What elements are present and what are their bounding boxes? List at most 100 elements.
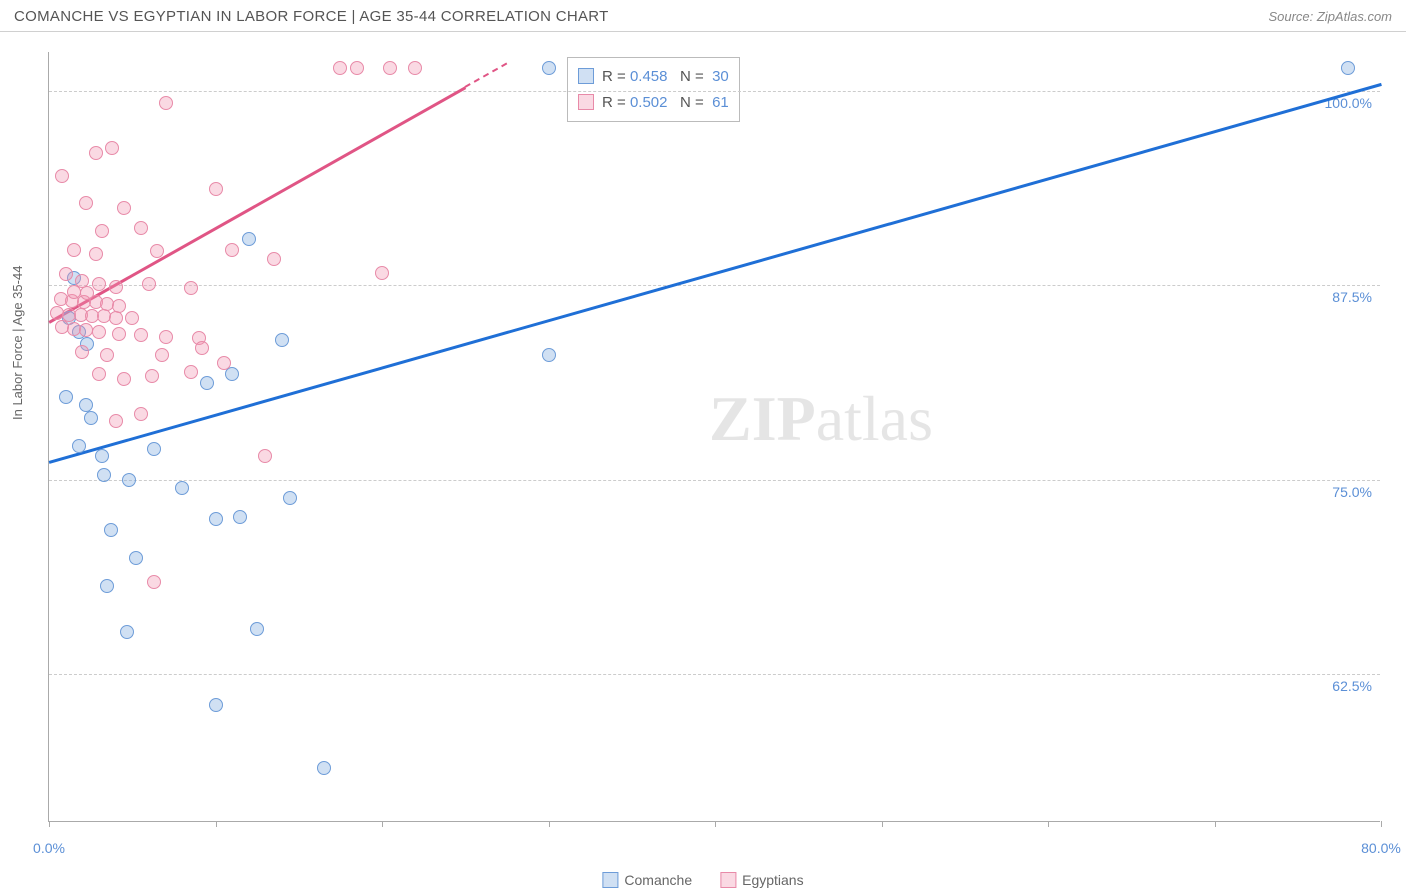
data-point	[242, 232, 256, 246]
trend-line-dash	[465, 63, 508, 88]
data-point	[258, 449, 272, 463]
grid-line	[49, 91, 1380, 92]
data-point	[92, 325, 106, 339]
data-point	[109, 414, 123, 428]
data-point	[233, 510, 247, 524]
data-point	[89, 146, 103, 160]
data-point	[75, 345, 89, 359]
data-point	[134, 221, 148, 235]
data-point	[184, 281, 198, 295]
data-point	[159, 96, 173, 110]
data-point	[109, 311, 123, 325]
data-point	[275, 333, 289, 347]
data-point	[209, 512, 223, 526]
data-point	[209, 698, 223, 712]
data-point	[120, 625, 134, 639]
data-point	[92, 367, 106, 381]
data-point	[155, 348, 169, 362]
data-point	[159, 330, 173, 344]
x-tick-label: 80.0%	[1361, 840, 1401, 856]
grid-line	[49, 674, 1380, 675]
data-point	[134, 407, 148, 421]
y-tick-label: 62.5%	[1332, 678, 1372, 694]
data-point	[375, 266, 389, 280]
legend: Comanche Egyptians	[602, 872, 803, 888]
y-axis-label: In Labor Force | Age 35-44	[10, 266, 25, 420]
r-value: 0.458	[630, 68, 668, 85]
data-point	[333, 61, 347, 75]
x-tick-label: 0.0%	[33, 840, 65, 856]
x-tick	[715, 821, 716, 827]
data-point	[95, 449, 109, 463]
watermark-rest: atlas	[816, 383, 933, 454]
data-point	[125, 311, 139, 325]
data-point	[209, 182, 223, 196]
data-point	[100, 579, 114, 593]
watermark: ZIPatlas	[709, 382, 933, 456]
stats-swatch	[578, 94, 594, 110]
x-tick	[882, 821, 883, 827]
data-point	[134, 328, 148, 342]
chart-title: COMANCHE VS EGYPTIAN IN LABOR FORCE | AG…	[14, 8, 609, 25]
data-point	[542, 61, 556, 75]
data-point	[542, 348, 556, 362]
data-point	[147, 442, 161, 456]
data-point	[267, 252, 281, 266]
data-point	[147, 575, 161, 589]
data-point	[89, 247, 103, 261]
header: COMANCHE VS EGYPTIAN IN LABOR FORCE | AG…	[0, 0, 1406, 32]
stats-row: R = 0.502 N = 61	[578, 90, 729, 116]
n-value: 61	[708, 94, 729, 111]
data-point	[1341, 61, 1355, 75]
data-point	[225, 243, 239, 257]
x-tick	[1215, 821, 1216, 827]
data-point	[84, 411, 98, 425]
grid-line	[49, 480, 1380, 481]
data-point	[55, 169, 69, 183]
data-point	[109, 280, 123, 294]
legend-swatch	[602, 872, 618, 888]
stats-swatch	[578, 68, 594, 84]
data-point	[105, 141, 119, 155]
data-point	[72, 439, 86, 453]
data-point	[79, 196, 93, 210]
scatter-chart: ZIPatlas R = 0.458 N = 30R = 0.502 N = 6…	[48, 52, 1380, 822]
legend-item: Egyptians	[720, 872, 803, 888]
x-tick	[216, 821, 217, 827]
data-point	[250, 622, 264, 636]
data-point	[104, 523, 118, 537]
x-tick	[1381, 821, 1382, 827]
y-tick-label: 75.0%	[1332, 484, 1372, 500]
watermark-bold: ZIP	[709, 383, 816, 454]
legend-swatch	[720, 872, 736, 888]
stats-row: R = 0.458 N = 30	[578, 64, 729, 90]
data-point	[317, 761, 331, 775]
data-point	[67, 285, 81, 299]
data-point	[80, 286, 94, 300]
data-point	[408, 61, 422, 75]
data-point	[95, 224, 109, 238]
data-point	[92, 277, 106, 291]
data-point	[79, 323, 93, 337]
data-point	[283, 491, 297, 505]
x-tick	[49, 821, 50, 827]
data-point	[112, 327, 126, 341]
correlation-stats-box: R = 0.458 N = 30R = 0.502 N = 61	[567, 57, 740, 122]
data-point	[97, 468, 111, 482]
data-point	[67, 243, 81, 257]
grid-line	[49, 285, 1380, 286]
r-value: 0.502	[630, 94, 668, 111]
data-point	[150, 244, 164, 258]
legend-item: Comanche	[602, 872, 692, 888]
data-point	[195, 341, 209, 355]
x-tick	[382, 821, 383, 827]
data-point	[217, 356, 231, 370]
x-tick	[549, 821, 550, 827]
data-point	[59, 390, 73, 404]
data-point	[129, 551, 143, 565]
data-point	[117, 201, 131, 215]
data-point	[100, 348, 114, 362]
data-point	[383, 61, 397, 75]
n-value: 30	[708, 68, 729, 85]
data-point	[145, 369, 159, 383]
